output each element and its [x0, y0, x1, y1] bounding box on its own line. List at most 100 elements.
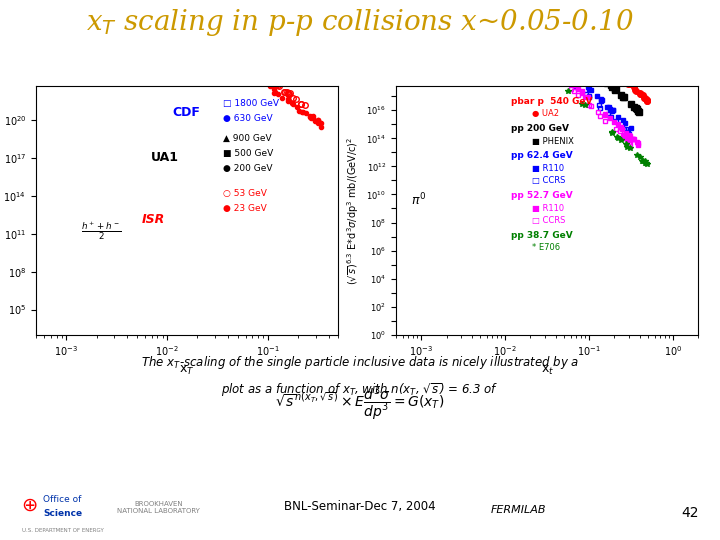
1800 GeV: [298, 52, 307, 59]
900 GeV: [269, 44, 278, 51]
53 GeV: [178, 17, 186, 23]
900 GeV: [261, 38, 270, 45]
630 GeV: [216, 4, 225, 11]
900 GeV: [258, 36, 267, 43]
23 GeV: [236, 64, 245, 71]
53 GeV: [271, 80, 280, 87]
53 GeV: [297, 100, 305, 107]
1800 GeV: [289, 48, 298, 55]
630 GeV: [274, 44, 283, 51]
23 GeV: [316, 120, 325, 126]
53 GeV: [281, 89, 289, 96]
Text: BROOKHAVEN
NATIONAL LABORATORY: BROOKHAVEN NATIONAL LABORATORY: [117, 501, 200, 514]
1800 GeV: [258, 23, 267, 30]
1800 GeV: [245, 16, 253, 22]
630 GeV: [204, 0, 212, 2]
1800 GeV: [269, 34, 278, 40]
Text: ■ 500 GeV: ■ 500 GeV: [223, 149, 274, 158]
630 GeV: [289, 55, 298, 61]
200 GeV: [254, 45, 263, 51]
500 GeV: [215, 14, 224, 20]
23 GeV: [298, 109, 307, 116]
23 GeV: [271, 89, 279, 95]
900 GeV: [218, 7, 227, 14]
53 GeV: [284, 91, 293, 97]
23 GeV: [228, 58, 237, 64]
23 GeV: [316, 123, 325, 130]
630 GeV: [266, 38, 274, 44]
Text: ■ R110: ■ R110: [532, 204, 564, 213]
23 GeV: [218, 50, 227, 56]
900 GeV: [207, 0, 216, 5]
900 GeV: [274, 49, 282, 55]
23 GeV: [306, 114, 315, 120]
1800 GeV: [290, 47, 299, 53]
630 GeV: [282, 50, 291, 57]
630 GeV: [289, 53, 297, 60]
630 GeV: [274, 43, 283, 49]
23 GeV: [314, 118, 323, 124]
500 GeV: [248, 37, 257, 44]
200 GeV: [218, 21, 227, 27]
500 GeV: [262, 47, 271, 53]
23 GeV: [278, 94, 287, 101]
200 GeV: [231, 30, 240, 37]
23 GeV: [283, 97, 292, 104]
900 GeV: [281, 52, 289, 58]
500 GeV: [232, 25, 240, 31]
Text: ■ PHENIX: ■ PHENIX: [532, 137, 574, 146]
900 GeV: [263, 40, 271, 46]
630 GeV: [261, 35, 270, 42]
1800 GeV: [284, 44, 292, 51]
Text: FERMILAB: FERMILAB: [490, 505, 546, 515]
200 GeV: [240, 38, 249, 44]
Text: ● 630 GeV: ● 630 GeV: [223, 114, 273, 123]
1800 GeV: [269, 32, 277, 38]
200 GeV: [220, 24, 229, 30]
1800 GeV: [238, 12, 247, 18]
200 GeV: [248, 45, 257, 51]
200 GeV: [179, 0, 188, 2]
23 GeV: [218, 49, 227, 56]
900 GeV: [264, 40, 273, 47]
Text: $\sqrt{s}^{n(x_T,\sqrt{s})} \times E\dfrac{d^3\sigma}{dp^3} = G(x_T)$: $\sqrt{s}^{n(x_T,\sqrt{s})} \times E\dfr…: [275, 384, 445, 423]
23 GeV: [306, 113, 315, 119]
500 GeV: [253, 39, 262, 46]
500 GeV: [212, 9, 221, 16]
23 GeV: [292, 104, 301, 111]
630 GeV: [257, 32, 266, 39]
500 GeV: [252, 38, 261, 45]
53 GeV: [286, 90, 294, 97]
1800 GeV: [304, 57, 312, 64]
23 GeV: [302, 110, 310, 116]
Y-axis label: ($\sqrt{s}$)$^{6.3}$ E*d$^3\sigma$/dp$^3$ mb/(GeV/c)$^2$: ($\sqrt{s}$)$^{6.3}$ E*d$^3\sigma$/dp$^3…: [345, 137, 361, 285]
900 GeV: [238, 22, 247, 28]
Line: 500 GeV: 500 GeV: [133, 0, 277, 59]
900 GeV: [240, 23, 249, 29]
200 GeV: [199, 8, 208, 14]
900 GeV: [262, 38, 271, 45]
Line: 23 GeV: 23 GeV: [154, 4, 323, 129]
Text: ● 23 GeV: ● 23 GeV: [223, 204, 267, 213]
1800 GeV: [232, 8, 240, 14]
200 GeV: [246, 40, 254, 47]
500 GeV: [224, 19, 233, 26]
1800 GeV: [310, 60, 319, 67]
Text: ● UA2: ● UA2: [532, 109, 559, 118]
630 GeV: [283, 50, 292, 56]
630 GeV: [284, 51, 293, 58]
1800 GeV: [301, 55, 310, 62]
1800 GeV: [235, 10, 244, 17]
Text: pp 62.4 GeV: pp 62.4 GeV: [511, 151, 572, 160]
1800 GeV: [297, 51, 305, 58]
900 GeV: [268, 41, 276, 48]
Text: Office of: Office of: [43, 495, 81, 504]
500 GeV: [248, 36, 256, 42]
630 GeV: [282, 50, 290, 56]
Text: 42: 42: [681, 506, 698, 520]
200 GeV: [236, 36, 245, 42]
Line: 900 GeV: 900 GeV: [129, 0, 288, 58]
53 GeV: [283, 89, 292, 95]
X-axis label: x$_t$: x$_t$: [541, 364, 554, 377]
Line: 200 GeV: 200 GeV: [135, 0, 265, 57]
